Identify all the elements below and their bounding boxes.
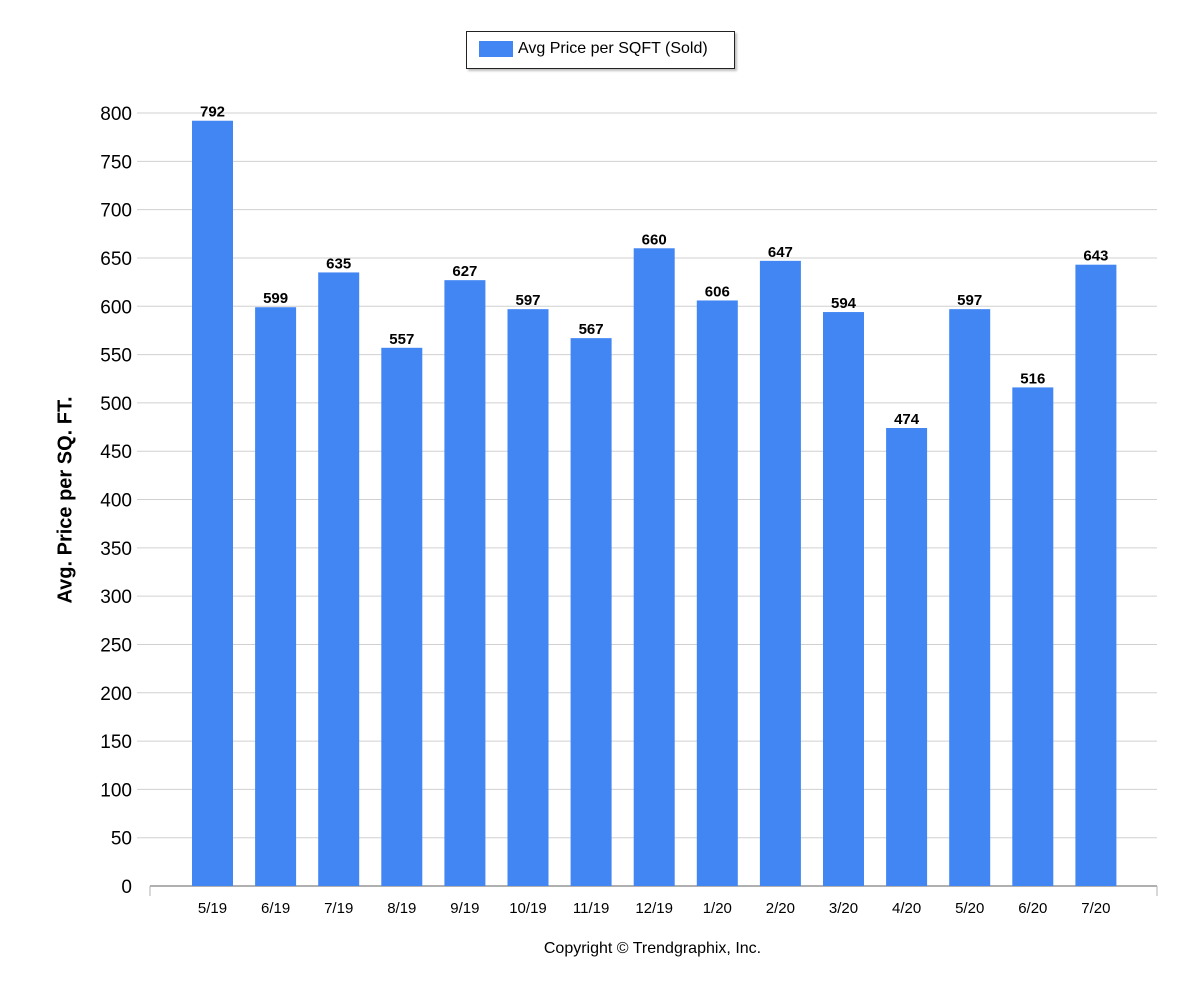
x-tick-label: 6/20 — [1018, 900, 1047, 917]
y-tick-label: 550 — [100, 346, 132, 367]
bar — [444, 280, 486, 886]
legend-label: Avg Price per SQFT (Sold) — [518, 40, 708, 57]
x-tick-label: 6/19 — [261, 900, 290, 917]
data-label: 643 — [1083, 248, 1108, 265]
x-tick-label: 5/20 — [955, 900, 984, 917]
bar — [318, 272, 360, 886]
data-label: 627 — [452, 263, 477, 280]
y-axis-label: Avg. Price per SQ. FT. — [54, 396, 77, 604]
x-tick-label: 12/19 — [635, 900, 673, 917]
y-tick-label: 400 — [100, 491, 132, 512]
bar — [507, 309, 549, 886]
copyright-text: Copyright © Trendgraphix, Inc. — [543, 940, 762, 957]
x-tick-label: 5/19 — [198, 900, 227, 917]
data-label: 647 — [768, 244, 793, 261]
data-label: 606 — [705, 283, 730, 300]
bar — [886, 427, 928, 886]
bar — [949, 309, 991, 886]
x-tick-label: 4/20 — [892, 900, 921, 917]
bar — [1075, 264, 1117, 886]
y-tick-label: 300 — [100, 587, 132, 608]
bar — [1012, 387, 1054, 886]
x-tick-label: 1/20 — [703, 900, 732, 917]
y-tick-label: 500 — [100, 394, 132, 415]
legend-swatch — [479, 41, 513, 57]
x-tick-label: 9/19 — [450, 900, 479, 917]
y-tick-label: 100 — [100, 780, 132, 801]
y-tick-label: 700 — [100, 201, 132, 222]
y-tick-label: 200 — [100, 684, 132, 705]
y-tick-label: 0 — [121, 877, 132, 898]
data-label: 635 — [326, 255, 351, 272]
y-tick-label: 600 — [100, 297, 132, 318]
y-tick-label: 50 — [111, 829, 132, 850]
bar — [633, 248, 675, 886]
bar — [192, 120, 233, 887]
bar — [381, 347, 423, 887]
y-tick-label: 650 — [100, 249, 132, 270]
x-tick-label: 7/19 — [324, 900, 353, 917]
bar — [255, 307, 297, 886]
bar — [696, 300, 738, 886]
data-label: 597 — [957, 292, 982, 309]
data-label: 557 — [389, 331, 414, 348]
data-label: 660 — [642, 231, 667, 248]
bar — [823, 312, 864, 886]
data-label: 792 — [200, 104, 225, 121]
data-label: 594 — [831, 295, 857, 312]
x-tick-label: 10/19 — [509, 900, 547, 917]
data-label: 599 — [263, 290, 288, 307]
y-tick-label: 350 — [100, 539, 132, 560]
x-tick-label: 8/19 — [387, 900, 416, 917]
bar — [570, 338, 612, 887]
data-label: 597 — [515, 292, 540, 309]
y-tick-label: 450 — [100, 442, 132, 463]
x-tick-label: 3/20 — [829, 900, 858, 917]
legend: Avg Price per SQFT (Sold) — [466, 31, 735, 69]
data-label: 474 — [894, 411, 920, 428]
x-tick-label: 7/20 — [1081, 900, 1110, 917]
x-tick-label: 2/20 — [766, 900, 795, 917]
y-tick-label: 800 — [100, 104, 132, 125]
x-tick-label: 11/19 — [573, 900, 609, 917]
y-tick-label: 750 — [100, 152, 132, 173]
y-tick-label: 250 — [100, 635, 132, 656]
bar — [759, 260, 801, 886]
y-tick-label: 150 — [100, 732, 132, 753]
data-label: 516 — [1020, 370, 1045, 387]
data-label: 567 — [579, 321, 604, 338]
